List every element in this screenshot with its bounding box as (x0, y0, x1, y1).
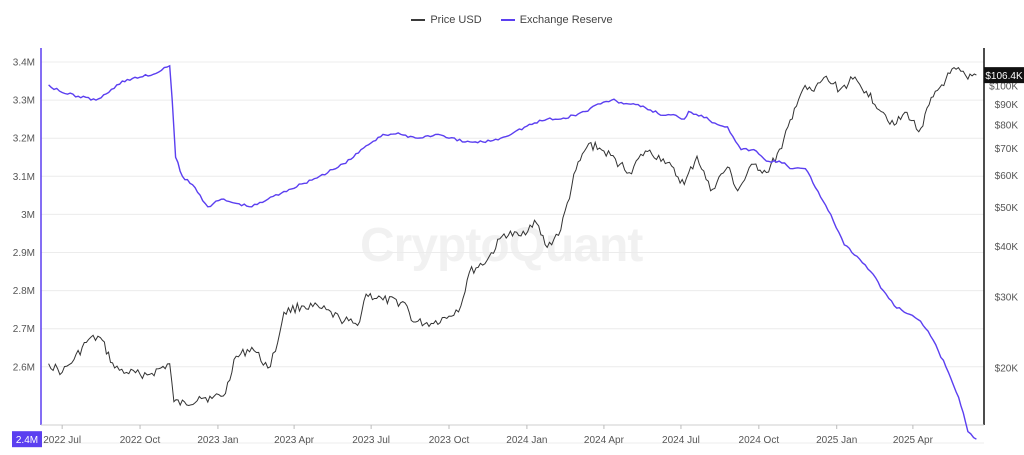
x-tick-label: 2022 Oct (120, 435, 161, 446)
x-tick-label: 2024 Jul (662, 435, 700, 446)
right-tick-label: $90K (995, 100, 1019, 111)
exchange-reserve-line[interactable] (48, 64, 977, 440)
x-tick-label: 2025 Apr (893, 435, 934, 446)
x-tick-label: 2023 Oct (429, 435, 470, 446)
right-tick-label: $50K (995, 203, 1019, 214)
reserve-current-tag (12, 431, 42, 448)
left-tick-label: 2.6M (13, 362, 35, 373)
right-tick-label: $70K (995, 144, 1019, 155)
left-tick-label: 3.1M (13, 172, 35, 183)
price-current-tag (984, 67, 1024, 84)
legend-label-price: Price USD (430, 14, 482, 26)
legend-item-price[interactable]: Price USD (411, 14, 482, 26)
x-tick-label: 2022 Jul (43, 435, 81, 446)
x-tick-label: 2024 Oct (739, 435, 780, 446)
right-tick-label: $80K (995, 121, 1019, 132)
watermark-logo: CryptoQuant (360, 219, 643, 272)
right-tick-label: $30K (995, 292, 1019, 303)
x-tick-label: 2025 Jan (816, 435, 857, 446)
x-tick-label: 2024 Jan (506, 435, 547, 446)
x-tick-label: 2023 Apr (274, 435, 315, 446)
left-tick-label: 3M (21, 210, 35, 221)
right-tick-label: $60K (995, 171, 1019, 182)
price-current-label: $106.4K (985, 71, 1023, 82)
left-tick-label: 3.3M (13, 96, 35, 107)
legend-item-reserve[interactable]: Exchange Reserve (500, 14, 613, 26)
price-usd-line[interactable] (48, 66, 977, 407)
x-tick-label: 2024 Apr (584, 435, 625, 446)
left-tick-label: 2.7M (13, 324, 35, 335)
legend: Price USD Exchange Reserve (0, 12, 1024, 26)
x-tick-label: 2023 Jul (352, 435, 390, 446)
reserve-current-label: 2.4M (16, 435, 38, 446)
left-tick-label: 2.8M (13, 286, 35, 297)
right-tick-label: $20K (995, 364, 1019, 375)
legend-label-reserve: Exchange Reserve (519, 14, 613, 26)
left-tick-label: 3.2M (13, 134, 35, 145)
right-tick-label: $100K (989, 82, 1018, 93)
right-tick-label: $40K (995, 242, 1019, 253)
legend-swatch-reserve (500, 19, 515, 21)
x-tick-label: 2023 Jan (197, 435, 238, 446)
left-tick-label: 2.9M (13, 248, 35, 259)
legend-swatch-price (411, 19, 426, 21)
left-tick-label: 3.4M (13, 58, 35, 69)
